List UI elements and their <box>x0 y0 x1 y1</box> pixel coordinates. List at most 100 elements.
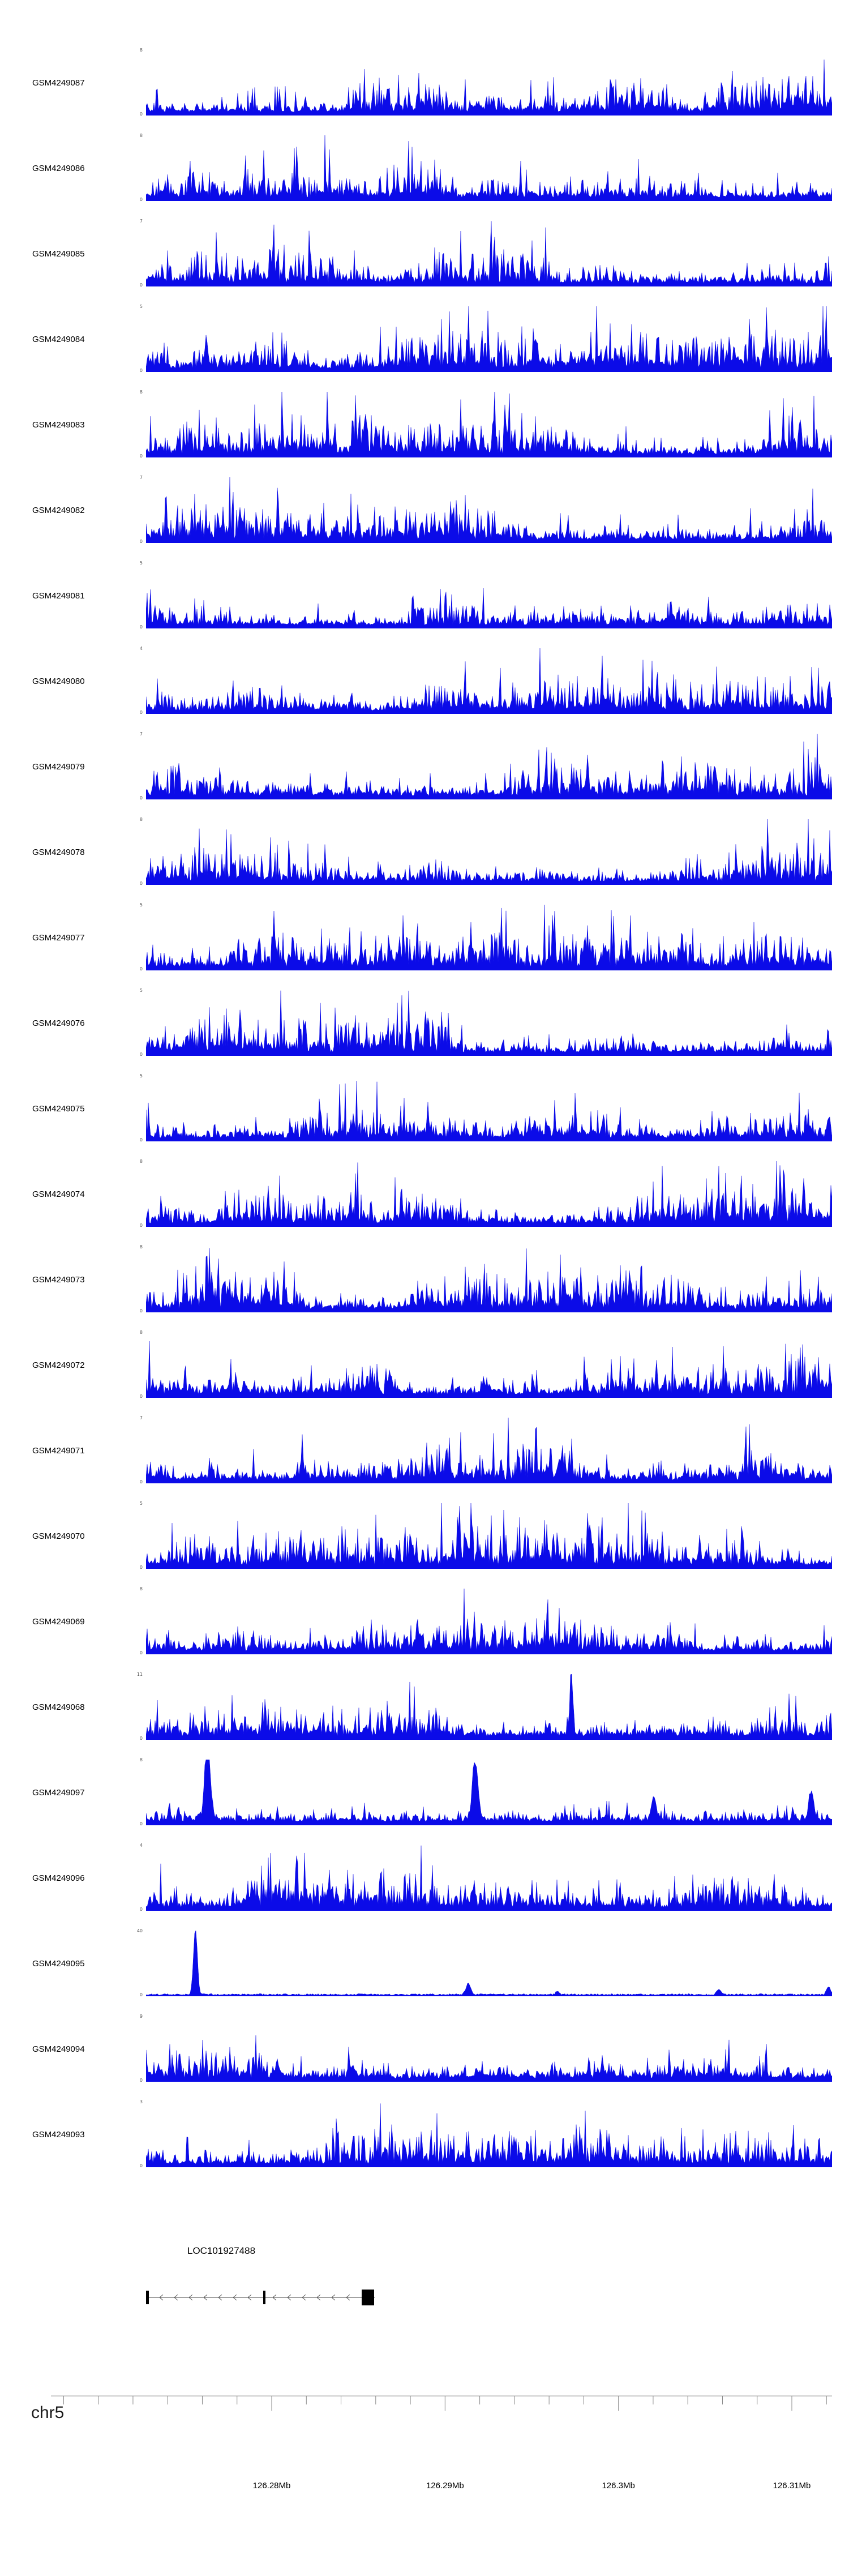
track-row: GSM4249076 5 0 <box>0 988 849 1057</box>
track-row: GSM4249085 7 0 <box>0 219 849 288</box>
signal-polygon <box>146 2035 832 2082</box>
strand-arrow-icon <box>331 2294 336 2301</box>
signal-area-plot <box>146 1081 832 1141</box>
track-label: GSM4249074 <box>32 1189 85 1199</box>
track-yaxis-max-label: 5 <box>139 1501 143 1506</box>
signal-area-plot <box>146 2035 832 2082</box>
signal-area-plot <box>146 477 832 543</box>
track-label: GSM4249081 <box>32 591 85 601</box>
signal-area-plot <box>146 819 832 885</box>
signal-area-plot <box>146 990 832 1056</box>
track-row: GSM4249096 4 0 <box>0 1843 849 1912</box>
track-row: GSM4249097 8 0 <box>0 1757 849 1826</box>
track-label: GSM4249075 <box>32 1104 85 1114</box>
track-yaxis-max-label: 11 <box>136 1672 143 1677</box>
gene-model-glyph <box>146 2290 375 2305</box>
track-yaxis-max-label: 8 <box>139 390 143 395</box>
track-yaxis-max-label: 8 <box>139 1586 143 1591</box>
track-yaxis-min-label: 0 <box>139 1907 143 1912</box>
strand-arrow-icon <box>218 2294 222 2301</box>
signal-polygon <box>146 648 832 714</box>
track-label: GSM4249082 <box>32 506 85 515</box>
signal-polygon <box>146 392 832 457</box>
ruler-tick-label: 126.28Mb <box>253 2481 291 2491</box>
track-row: GSM4249078 8 0 <box>0 817 849 886</box>
track-yaxis-min-label: 0 <box>139 795 143 801</box>
track-row: GSM4249068 11 0 <box>0 1672 849 1741</box>
strand-arrow-icon <box>174 2294 178 2301</box>
track-yaxis-max-label: 8 <box>139 1757 143 1762</box>
track-label: GSM4249079 <box>32 762 85 772</box>
strand-arrow-icon <box>233 2294 237 2301</box>
track-label: GSM4249085 <box>32 249 85 259</box>
track-yaxis-min-label: 0 <box>139 1137 143 1142</box>
track-yaxis-min-label: 0 <box>139 368 143 373</box>
track-row: GSM4249086 8 0 <box>0 133 849 202</box>
track-yaxis-min-label: 0 <box>139 539 143 544</box>
track-row: GSM4249074 8 0 <box>0 1159 849 1228</box>
signal-polygon <box>146 1418 832 1483</box>
strand-arrow-icon <box>247 2294 252 2301</box>
track-yaxis-min-label: 0 <box>139 1223 143 1228</box>
signal-polygon <box>146 734 832 799</box>
track-label: GSM4249069 <box>32 1617 85 1627</box>
track-yaxis-max-label: 7 <box>139 1415 143 1420</box>
signal-area-plot <box>146 392 832 457</box>
track-label: GSM4249072 <box>32 1360 85 1370</box>
track-row: GSM4249083 8 0 <box>0 390 849 459</box>
track-label: GSM4249080 <box>32 677 85 686</box>
signal-area-plot <box>146 1760 832 1825</box>
track-yaxis-max-label: 8 <box>139 1244 143 1250</box>
strand-arrow-icon <box>203 2294 208 2301</box>
track-row: GSM4249072 8 0 <box>0 1330 849 1399</box>
track-yaxis-max-label: 7 <box>139 731 143 737</box>
track-label: GSM4249087 <box>32 78 85 88</box>
track-yaxis-max-label: 8 <box>139 817 143 822</box>
track-yaxis-min-label: 0 <box>139 453 143 459</box>
gene-annotation-track: LOC101927488 <box>0 2231 849 2327</box>
track-yaxis-max-label: 9 <box>139 2014 143 2019</box>
track-yaxis-min-label: 0 <box>139 881 143 886</box>
track-yaxis-min-label: 0 <box>139 2163 143 2168</box>
track-row: GSM4249094 9 0 <box>0 2014 849 2083</box>
track-row: GSM4249093 3 0 <box>0 2100 849 2168</box>
track-row: GSM4249087 8 0 <box>0 48 849 117</box>
signal-area-plot <box>146 648 832 714</box>
track-label: GSM4249077 <box>32 933 85 943</box>
track-label: GSM4249076 <box>32 1019 85 1028</box>
track-label: GSM4249096 <box>32 1873 85 1883</box>
track-row: GSM4249084 5 0 <box>0 305 849 373</box>
track-yaxis-min-label: 0 <box>139 1821 143 1826</box>
signal-polygon <box>146 990 832 1056</box>
track-yaxis-max-label: 7 <box>139 219 143 224</box>
strand-arrow-icon <box>346 2294 350 2301</box>
track-row: GSM4249069 8 0 <box>0 1586 849 1655</box>
strand-arrow-icon <box>287 2294 291 2301</box>
track-yaxis-max-label: 5 <box>139 988 143 993</box>
track-yaxis-max-label: 4 <box>139 1843 143 1848</box>
strand-arrow-icon <box>302 2294 306 2301</box>
track-row: GSM4249075 5 0 <box>0 1074 849 1142</box>
strand-arrow-icon <box>159 2294 164 2301</box>
track-yaxis-min-label: 0 <box>139 112 143 117</box>
signal-area-plot <box>146 1931 832 1996</box>
signal-area-plot <box>146 2103 832 2167</box>
signal-area-plot <box>146 135 832 201</box>
signal-polygon <box>146 1845 832 1911</box>
track-label: GSM4249071 <box>32 1446 85 1456</box>
signal-area-plot <box>146 221 832 286</box>
signal-polygon <box>146 1248 832 1312</box>
track-yaxis-min-label: 0 <box>139 1992 143 1997</box>
track-label: GSM4249078 <box>32 848 85 857</box>
track-yaxis-max-label: 8 <box>139 1330 143 1335</box>
track-label: GSM4249083 <box>32 420 85 430</box>
signal-area-plot <box>146 905 832 970</box>
track-row: GSM4249071 7 0 <box>0 1415 849 1484</box>
track-yaxis-max-label: 8 <box>139 133 143 138</box>
signal-polygon <box>146 588 832 628</box>
signal-area-plot <box>146 1845 832 1911</box>
track-row: GSM4249073 8 0 <box>0 1244 849 1313</box>
signal-polygon <box>146 221 832 286</box>
track-label: GSM4249093 <box>32 2130 85 2139</box>
strand-arrow-icon <box>272 2294 277 2301</box>
